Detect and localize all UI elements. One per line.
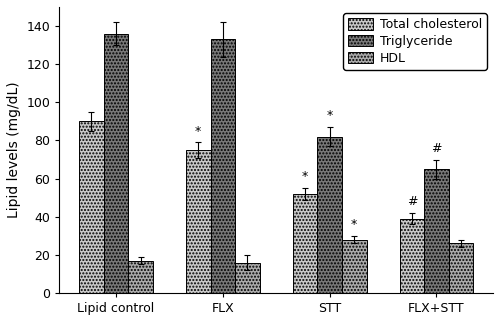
Bar xyxy=(449,243,473,293)
Legend: Total cholesterol, Triglyceride, HDL: Total cholesterol, Triglyceride, HDL xyxy=(344,13,487,70)
Bar xyxy=(293,194,318,293)
Text: #: # xyxy=(406,195,417,208)
Bar xyxy=(128,260,153,293)
Text: *: * xyxy=(195,125,202,137)
Bar xyxy=(424,169,449,293)
Bar xyxy=(186,150,210,293)
Bar xyxy=(210,39,235,293)
Y-axis label: Lipid levels (mg/dL): Lipid levels (mg/dL) xyxy=(7,82,21,218)
Bar xyxy=(79,121,104,293)
Bar xyxy=(318,137,342,293)
Bar xyxy=(342,240,366,293)
Text: *: * xyxy=(351,218,358,231)
Text: *: * xyxy=(302,170,308,183)
Bar xyxy=(400,219,424,293)
Bar xyxy=(235,262,260,293)
Text: *: * xyxy=(326,109,333,122)
Bar xyxy=(104,33,128,293)
Text: #: # xyxy=(431,142,442,155)
